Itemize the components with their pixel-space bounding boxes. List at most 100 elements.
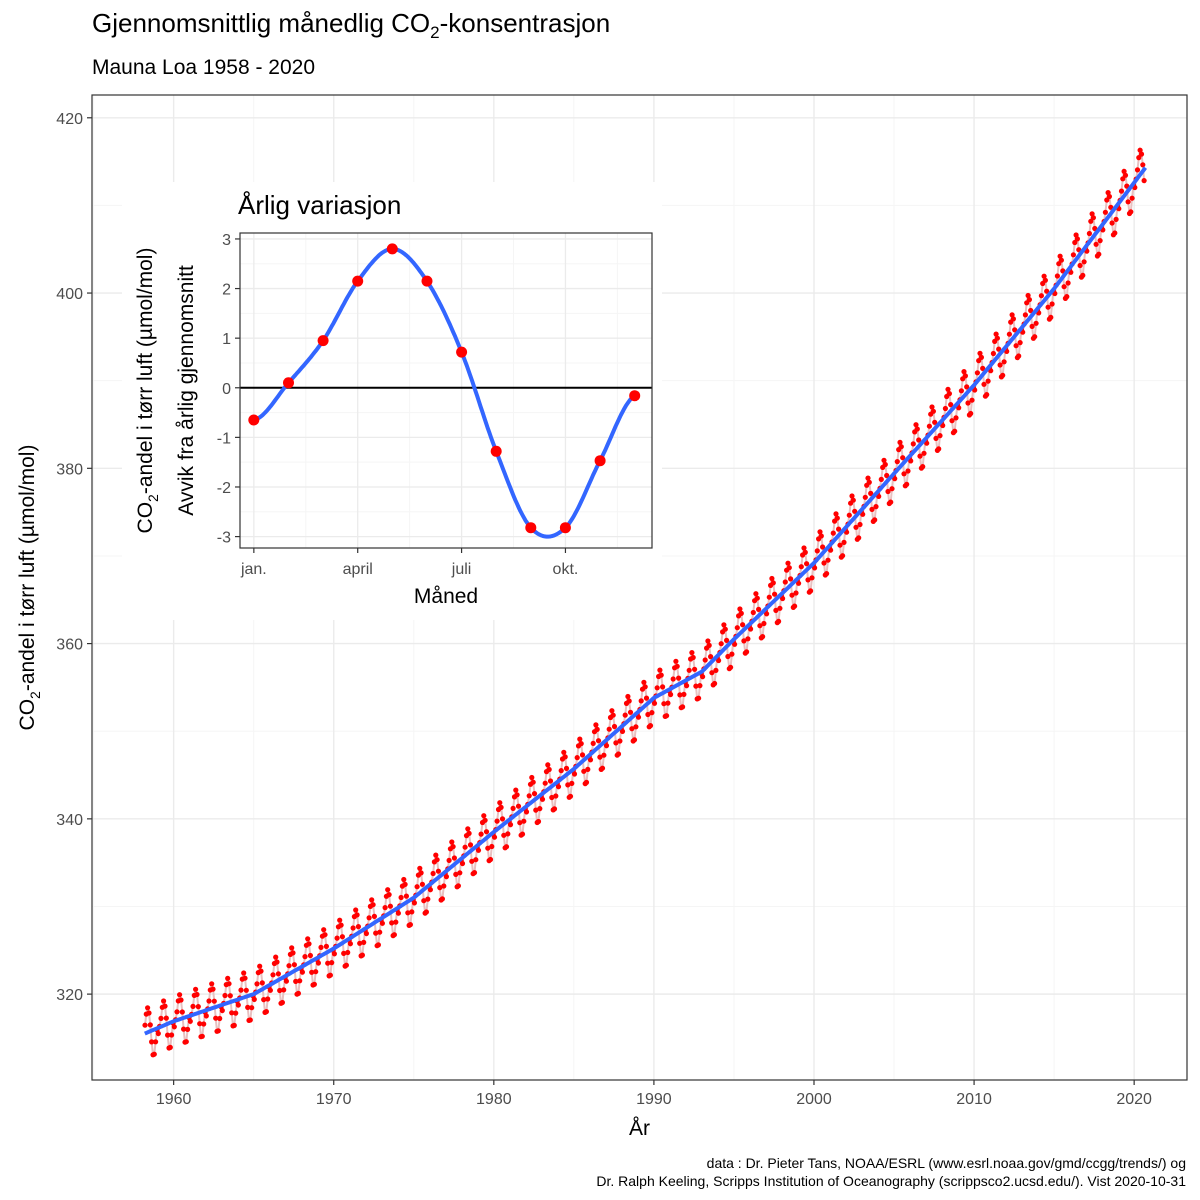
monthly-point (627, 709, 634, 715)
monthly-point (805, 577, 811, 583)
monthly-point (579, 752, 586, 758)
monthly-point (569, 780, 575, 787)
monthly-point (161, 998, 167, 1004)
monthly-point (385, 887, 391, 893)
monthly-point (817, 529, 823, 535)
monthly-point (625, 693, 631, 700)
monthly-point (419, 881, 425, 887)
monthly-point (977, 350, 983, 356)
monthly-point (302, 954, 308, 960)
x-tick-label: 2020 (1116, 1091, 1152, 1108)
monthly-point (619, 728, 626, 735)
monthly-point (626, 698, 632, 704)
monthly-point (411, 900, 417, 906)
monthly-point (315, 960, 321, 966)
monthly-point (657, 667, 663, 673)
monthly-point (307, 952, 313, 959)
monthly-point (837, 542, 843, 548)
monthly-point (181, 1026, 187, 1032)
monthly-point (908, 458, 914, 464)
monthly-point (322, 932, 328, 938)
monthly-point (334, 935, 340, 941)
monthly-point (789, 592, 795, 598)
monthly-point (531, 791, 538, 797)
monthly-point (1000, 372, 1006, 378)
monthly-point (286, 963, 292, 969)
monthly-point (676, 675, 682, 681)
monthly-point (494, 818, 500, 824)
monthly-point (247, 1017, 253, 1023)
inset-points (248, 243, 641, 534)
monthly-point (865, 475, 871, 481)
monthly-point (1029, 323, 1035, 329)
monthly-point (363, 930, 369, 937)
monthly-point (542, 780, 548, 786)
monthly-point (339, 934, 345, 940)
monthly-point (643, 695, 650, 701)
monthly-point (665, 700, 671, 706)
monthly-point (673, 658, 679, 664)
monthly-point (737, 606, 743, 612)
monthly-point (702, 657, 708, 663)
monthly-point (728, 664, 734, 670)
monthly-point (958, 388, 965, 394)
monthly-point (545, 762, 551, 768)
monthly-point (142, 1022, 148, 1028)
monthly-point (905, 468, 911, 474)
monthly-point (661, 701, 667, 707)
monthly-point (615, 751, 622, 757)
monthly-point (830, 530, 836, 536)
monthly-point (387, 903, 393, 909)
monthly-point (862, 494, 868, 500)
monthly-point (872, 517, 878, 523)
monthly-point (270, 972, 276, 978)
monthly-point (946, 391, 953, 397)
monthly-point (263, 1009, 269, 1015)
monthly-point (450, 844, 456, 850)
monthly-point (593, 722, 599, 728)
monthly-point (574, 755, 580, 761)
monthly-point (882, 461, 888, 468)
monthly-point (325, 960, 331, 966)
monthly-point (338, 922, 344, 928)
monthly-point (409, 909, 415, 915)
inset-point (525, 522, 537, 534)
monthly-point (740, 622, 746, 628)
monthly-point (930, 408, 937, 414)
monthly-point (645, 711, 651, 718)
monthly-point (1141, 178, 1147, 184)
monthly-point (391, 932, 397, 938)
inset-point (559, 522, 571, 534)
monthly-point (283, 978, 289, 984)
monthly-point (482, 817, 488, 823)
monthly-point (1121, 168, 1127, 174)
monthly-point (668, 691, 674, 698)
inset-point (283, 377, 294, 389)
monthly-point (649, 710, 655, 716)
monthly-point (478, 831, 484, 837)
y-tick-label: 360 (56, 637, 83, 654)
monthly-point (1073, 232, 1079, 238)
monthly-point (1001, 359, 1007, 365)
monthly-point (940, 422, 946, 429)
monthly-point (457, 870, 463, 876)
monthly-point (229, 1010, 235, 1016)
monthly-point (555, 784, 562, 790)
inset-point (352, 275, 364, 287)
monthly-point (567, 793, 574, 799)
monthly-point (199, 1033, 205, 1039)
monthly-point (782, 579, 788, 585)
monthly-point (1042, 277, 1048, 283)
monthly-point (213, 1015, 219, 1021)
monthly-point (347, 941, 353, 947)
inset-y-tick-label: -2 (217, 480, 231, 497)
inset-point (456, 346, 468, 358)
monthly-point (990, 350, 997, 357)
monthly-point (389, 920, 395, 926)
monthly-point (147, 1022, 153, 1028)
monthly-point (1013, 343, 1019, 349)
monthly-point (309, 969, 315, 975)
monthly-point (497, 800, 503, 806)
monthly-point (297, 978, 303, 984)
monthly-point (745, 636, 751, 642)
